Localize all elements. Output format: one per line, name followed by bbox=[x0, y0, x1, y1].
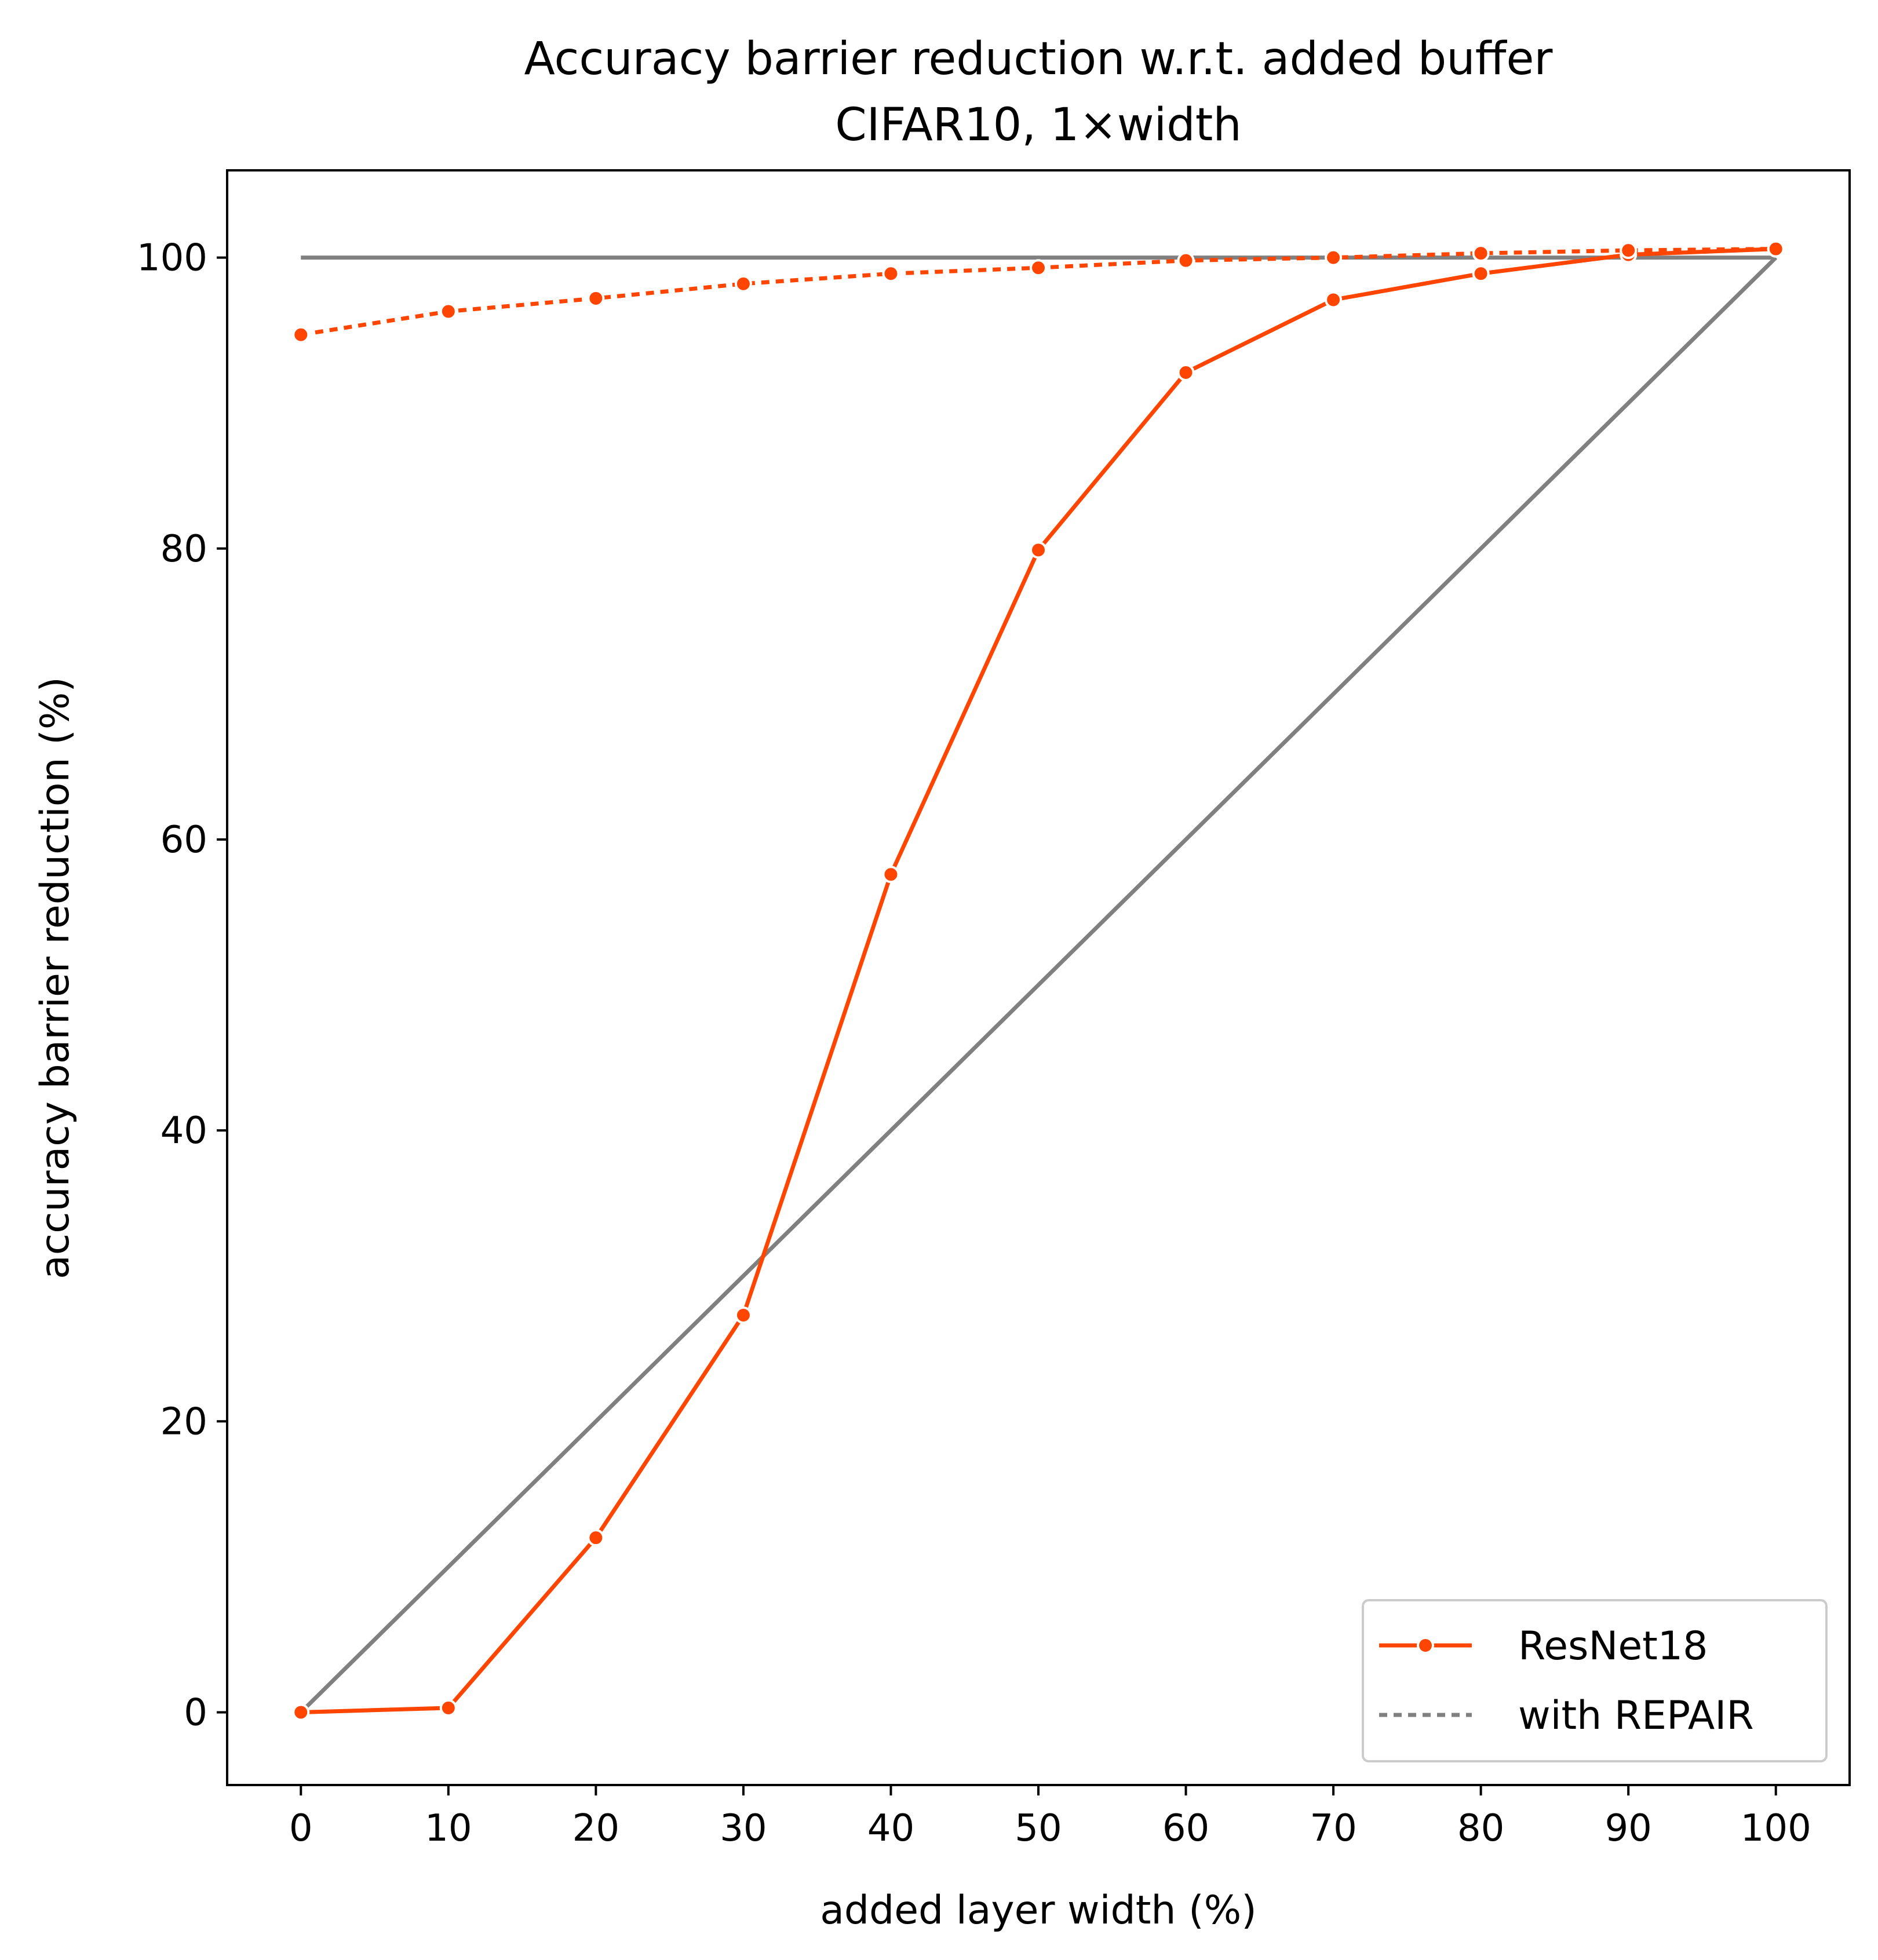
x-tick-label: 20 bbox=[572, 1807, 619, 1850]
resnet18-line-point bbox=[587, 1529, 605, 1547]
x-axis: 0 10 20 30 40 50 60 70 80 90 100 bbox=[289, 1785, 1811, 1850]
x-tick-label: 30 bbox=[720, 1807, 767, 1850]
with-repair-line-point bbox=[292, 326, 310, 344]
resnet18-line-point bbox=[292, 1703, 310, 1721]
linear-baseline-line bbox=[299, 256, 1778, 1714]
legend-marker-resnet18 bbox=[1417, 1637, 1434, 1654]
x-tick-label: 0 bbox=[289, 1807, 313, 1850]
with-repair-line-point bbox=[734, 275, 752, 293]
legend-label-resnet18: ResNet18 bbox=[1518, 1623, 1708, 1669]
resnet18-line-point bbox=[439, 1699, 457, 1717]
series-markers bbox=[292, 240, 1785, 1721]
resnet18-line-point bbox=[1177, 364, 1195, 382]
chart-subtitle: CIFAR10, 1×width bbox=[835, 99, 1242, 151]
x-tick-label: 80 bbox=[1457, 1807, 1504, 1850]
with-repair-line-point bbox=[1177, 251, 1195, 269]
legend-box bbox=[1362, 1599, 1828, 1762]
x-tick-label: 100 bbox=[1741, 1807, 1811, 1850]
x-tick-label: 60 bbox=[1162, 1807, 1209, 1850]
x-tick-label: 70 bbox=[1310, 1807, 1356, 1850]
resnet18-line-point bbox=[1325, 291, 1343, 309]
resnet18-line-point bbox=[882, 866, 900, 884]
y-tick-label: 60 bbox=[161, 819, 207, 862]
chart-title: Accuracy barrier reduction w.r.t. added … bbox=[524, 33, 1553, 85]
with-repair-line-point bbox=[1620, 242, 1638, 260]
with-repair-line-point bbox=[439, 302, 457, 320]
legend: ResNet18 with REPAIR bbox=[1362, 1599, 1828, 1762]
x-tick-label: 40 bbox=[867, 1807, 914, 1850]
y-tick-label: 100 bbox=[137, 237, 207, 280]
x-tick-label: 50 bbox=[1015, 1807, 1062, 1850]
with-repair-line-point bbox=[1472, 244, 1490, 262]
y-tick-label: 0 bbox=[184, 1691, 207, 1734]
y-axis: 0 20 40 60 80 100 bbox=[137, 237, 227, 1734]
with-repair-line-point bbox=[1325, 249, 1343, 267]
with-repair-line-point bbox=[882, 265, 900, 283]
x-axis-label: added layer width (%) bbox=[820, 1888, 1257, 1933]
y-tick-label: 80 bbox=[161, 528, 207, 571]
legend-label-with-repair: with REPAIR bbox=[1518, 1693, 1754, 1739]
with-repair-line-point bbox=[1030, 259, 1047, 277]
reference-lines bbox=[299, 256, 1778, 1714]
y-axis-label: accuracy barrier reduction (%) bbox=[32, 677, 78, 1279]
with-repair-line-point bbox=[1767, 240, 1785, 258]
resnet18-line-point bbox=[1472, 265, 1490, 283]
y-tick-label: 40 bbox=[161, 1109, 207, 1152]
x-tick-label: 90 bbox=[1604, 1807, 1651, 1850]
resnet18-line-point bbox=[734, 1306, 752, 1324]
with-repair-line-point bbox=[587, 289, 605, 307]
y-tick-label: 20 bbox=[161, 1400, 207, 1443]
x-tick-label: 10 bbox=[425, 1807, 472, 1850]
resnet18-line-point bbox=[1030, 541, 1047, 559]
